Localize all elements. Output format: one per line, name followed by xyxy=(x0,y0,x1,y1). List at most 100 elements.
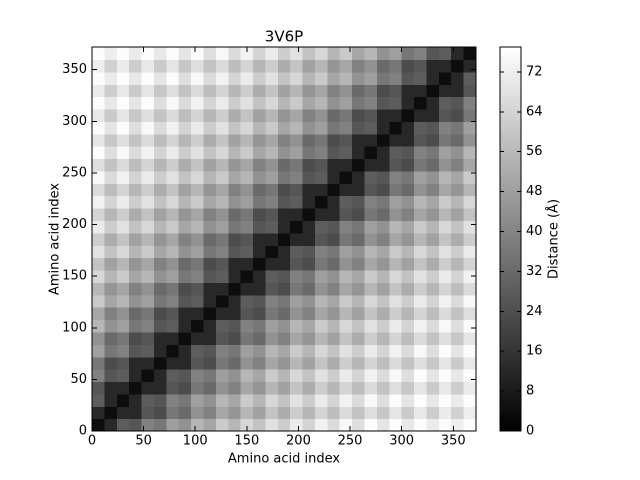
heatmap-cell xyxy=(327,257,341,271)
heatmap-cell xyxy=(426,418,440,432)
heatmap-cell xyxy=(401,146,415,160)
heatmap-cell xyxy=(141,208,155,222)
heatmap-cell xyxy=(265,257,279,271)
heatmap-cell xyxy=(352,282,366,296)
heatmap-cell xyxy=(240,108,254,122)
heatmap-cell xyxy=(438,319,452,333)
heatmap-cell xyxy=(426,47,440,60)
heatmap-cell xyxy=(401,356,415,370)
heatmap-cell xyxy=(401,96,415,110)
heatmap-cell xyxy=(129,418,143,432)
heatmap-cell xyxy=(92,406,105,420)
heatmap-cell xyxy=(129,294,143,308)
heatmap-cell xyxy=(277,170,291,184)
heatmap-cell xyxy=(116,195,130,209)
heatmap-cell xyxy=(203,356,217,370)
heatmap-cell xyxy=(302,393,316,407)
heatmap-cell xyxy=(203,96,217,110)
colorbar-label: Distance (Å) xyxy=(546,199,562,279)
heatmap-cell xyxy=(414,393,428,407)
heatmap-cell xyxy=(141,418,155,432)
heatmap-cell xyxy=(166,356,180,370)
heatmap-cell xyxy=(376,208,390,222)
heatmap-cell xyxy=(352,220,366,234)
heatmap-cell xyxy=(290,307,304,321)
heatmap-cell xyxy=(191,183,205,197)
heatmap-cell xyxy=(228,158,242,172)
heatmap-cell xyxy=(339,331,353,345)
heatmap-cell xyxy=(92,96,105,110)
heatmap-cell xyxy=(414,170,428,184)
heatmap-cell xyxy=(339,344,353,358)
heatmap-cell xyxy=(253,59,267,73)
heatmap-cell xyxy=(240,208,254,222)
heatmap-cell xyxy=(438,158,452,172)
heatmap-cell xyxy=(302,356,316,370)
heatmap-cell xyxy=(376,393,390,407)
heatmap-cell xyxy=(141,108,155,122)
heatmap-cell xyxy=(265,195,279,209)
heatmap-cell xyxy=(153,307,167,321)
heatmap-cell xyxy=(153,133,167,147)
heatmap-cell xyxy=(277,108,291,122)
heatmap-cell xyxy=(277,282,291,296)
heatmap-cell xyxy=(253,294,267,308)
heatmap-cell xyxy=(141,269,155,283)
heatmap-cell xyxy=(376,220,390,234)
heatmap-cell xyxy=(463,331,477,345)
heatmap-cell xyxy=(191,257,205,271)
heatmap-cell xyxy=(228,331,242,345)
heatmap-cell xyxy=(265,183,279,197)
heatmap-cell xyxy=(376,344,390,358)
heatmap-cell xyxy=(364,208,378,222)
heatmap-cell xyxy=(153,96,167,110)
heatmap-cell xyxy=(129,381,143,395)
heatmap-cell xyxy=(228,319,242,333)
heatmap-cell xyxy=(178,307,192,321)
heatmap-cell xyxy=(352,170,366,184)
heatmap-cell xyxy=(401,133,415,147)
heatmap-cell xyxy=(339,369,353,383)
heatmap-cell xyxy=(129,331,143,345)
x-tick-label: 250 xyxy=(338,434,363,449)
heatmap-cell xyxy=(352,418,366,432)
heatmap-cell xyxy=(203,133,217,147)
heatmap-cell xyxy=(129,59,143,73)
heatmap-cell xyxy=(426,108,440,122)
y-tick-label: 150 xyxy=(62,269,87,284)
heatmap-cell xyxy=(352,406,366,420)
heatmap-cell xyxy=(104,108,118,122)
heatmap-cell xyxy=(302,381,316,395)
heatmap-cell xyxy=(191,195,205,209)
heatmap-cell xyxy=(451,133,465,147)
heatmap-cell xyxy=(401,294,415,308)
heatmap-cell xyxy=(438,47,452,60)
heatmap-cell xyxy=(314,208,328,222)
heatmap-cell xyxy=(302,418,316,432)
heatmap-cell xyxy=(104,158,118,172)
heatmap-cell xyxy=(314,307,328,321)
heatmap-cell xyxy=(116,331,130,345)
heatmap-cell xyxy=(389,108,403,122)
heatmap-cell xyxy=(141,245,155,259)
heatmap-cell xyxy=(451,369,465,383)
heatmap-cell xyxy=(438,282,452,296)
heatmap-cell xyxy=(414,245,428,259)
heatmap-cell xyxy=(265,344,279,358)
heatmap-cell xyxy=(277,406,291,420)
heatmap-cell xyxy=(290,232,304,246)
heatmap-cell xyxy=(153,381,167,395)
heatmap-cell xyxy=(215,369,229,383)
heatmap-cell xyxy=(352,356,366,370)
heatmap-cell xyxy=(352,158,366,172)
heatmap-cell xyxy=(302,331,316,345)
heatmap-cell xyxy=(191,121,205,135)
heatmap-cell xyxy=(414,257,428,271)
heatmap-cell xyxy=(339,282,353,296)
heatmap-cell xyxy=(414,59,428,73)
heatmap-cell xyxy=(463,294,477,308)
heatmap-cell xyxy=(451,344,465,358)
heatmap-cell xyxy=(178,195,192,209)
heatmap-cell xyxy=(116,393,130,407)
heatmap-cell xyxy=(104,282,118,296)
